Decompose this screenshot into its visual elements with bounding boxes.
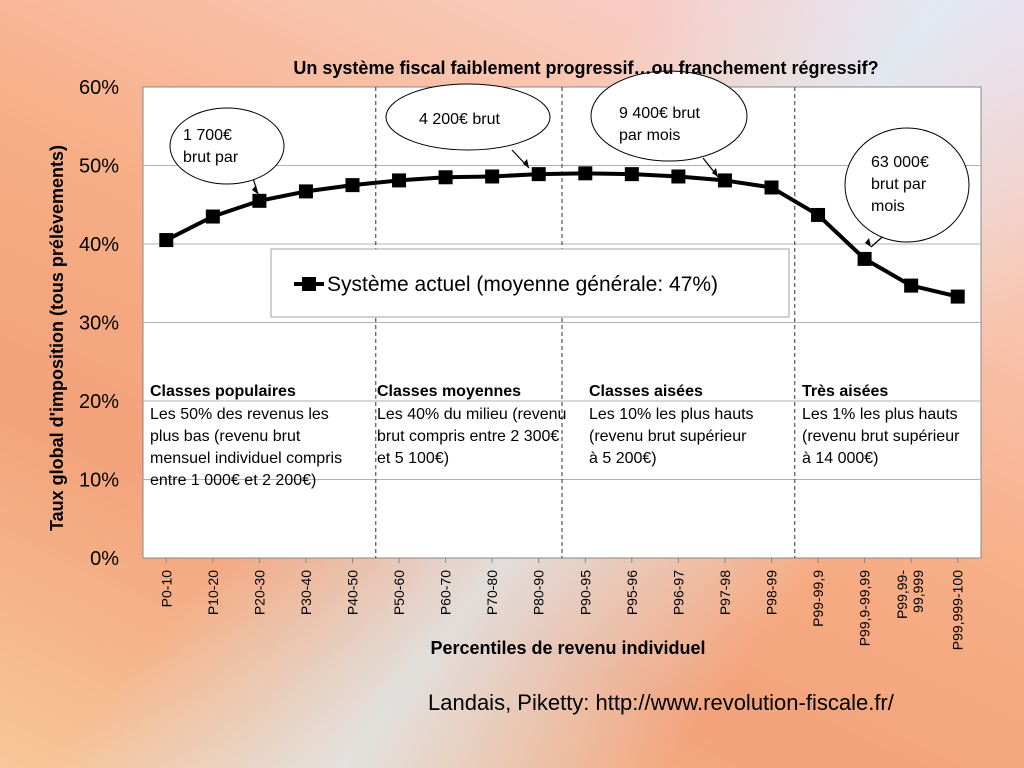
x-tick-label: P60-70 [438, 570, 454, 615]
legend-marker [302, 277, 316, 291]
callout: 4 200€ brut [385, 83, 551, 169]
x-tick-label: P97-98 [717, 570, 733, 615]
y-tick-label: 20% [79, 391, 119, 413]
x-tick-label: P99,99- 99,999 [894, 570, 926, 619]
x-tick-label: P10-20 [205, 570, 221, 615]
data-point [811, 207, 826, 222]
data-point [950, 289, 965, 304]
x-tick-label: P40-50 [345, 570, 361, 615]
x-tick-label: P30-40 [298, 570, 314, 615]
data-point [717, 173, 732, 188]
x-tick-label-text: P99,999-100 [950, 570, 966, 650]
data-point [485, 169, 500, 184]
x-tick-label: P50-60 [391, 570, 407, 615]
x-tick-label: P98-99 [764, 570, 780, 615]
data-point [531, 167, 546, 182]
y-tick-label: 0% [90, 548, 119, 570]
x-tick-label-text: P50-60 [391, 570, 407, 615]
y-tick-label: 10% [79, 470, 119, 492]
callout-arrowhead [523, 159, 529, 168]
x-tick-label-text: P97-98 [717, 570, 733, 615]
x-tick-label-text: P80-90 [531, 570, 547, 615]
data-point [298, 184, 313, 199]
x-tick-label-text: P0-10 [158, 570, 174, 608]
y-tick-label: 30% [79, 313, 119, 335]
data-point [671, 169, 686, 184]
callout-arrowhead [252, 185, 258, 194]
callout: 1 700€ brut par [169, 107, 285, 195]
group-title: Classes populaires [150, 383, 296, 400]
data-point [345, 178, 360, 193]
data-point [438, 170, 453, 185]
group-title: Classes aisées [589, 383, 703, 400]
source-citation: Landais, Piketty: http://www.revolution-… [428, 690, 894, 715]
callout-bubble [169, 107, 285, 185]
x-tick-label-text: P20-30 [251, 570, 267, 615]
callout-bubble [385, 83, 551, 151]
data-point [904, 278, 919, 293]
chart-title: Un système fiscal faiblement progressif…… [293, 58, 878, 78]
x-tick-label: P95-96 [624, 570, 640, 615]
x-tick-label: P99-99,9 [810, 570, 826, 627]
y-tick-label: 50% [79, 156, 119, 178]
x-tick-label-text: P99,9-99,99 [857, 570, 873, 646]
group-title: Très aisées [802, 383, 888, 400]
callout: 63 000€ brut par mois [844, 127, 970, 248]
x-tick-label-text: P10-20 [205, 570, 221, 615]
callout-text: 63 000€ brut par mois [871, 154, 929, 215]
x-tick-label: P0-10 [158, 570, 174, 608]
group-title: Classes moyennes [377, 383, 521, 400]
x-tick-label-text: P96-97 [670, 570, 686, 615]
y-axis-label: Taux global d'imposition (tous prélèveme… [47, 145, 67, 531]
callout-arrowhead [712, 168, 718, 177]
callout: 9 400€ brut par mois [590, 70, 748, 178]
callout-text: 4 200€ brut [419, 111, 501, 128]
group-description: Les 50% des revenus les plus bas (revenu … [150, 406, 342, 489]
y-tick-label: 40% [79, 234, 119, 256]
x-tick-label-text: P60-70 [438, 570, 454, 615]
x-tick-label-text: P98-99 [764, 570, 780, 615]
x-tick-label-line: 99,999 [910, 570, 926, 613]
x-tick-label-text: P90-95 [577, 570, 593, 615]
x-tick-label-text: P30-40 [298, 570, 314, 615]
data-point [205, 209, 220, 224]
data-point [857, 251, 872, 266]
x-tick-label-text: P70-80 [484, 570, 500, 615]
data-point [578, 166, 593, 181]
series-line [165, 171, 959, 299]
data-point [252, 193, 267, 208]
data-point [159, 233, 174, 248]
x-tick-label: P20-30 [251, 570, 267, 615]
legend-box [270, 248, 790, 318]
x-tick-label-text: P99-99,9 [810, 570, 826, 627]
group-description: Les 1% les plus hauts (revenu brut supéri… [802, 406, 960, 467]
callout-bubble [590, 70, 748, 162]
x-tick-label: P80-90 [531, 570, 547, 615]
x-tick-label: P96-97 [670, 570, 686, 615]
x-tick-label-text: P95-96 [624, 570, 640, 615]
callout-text: 1 700€ brut par [183, 127, 239, 166]
x-tick-label: P99,9-99,99 [857, 570, 873, 646]
x-axis-label: Percentiles de revenu individuel [430, 638, 705, 658]
x-tick-label: P70-80 [484, 570, 500, 615]
x-tick-label: P99,999-100 [950, 570, 966, 650]
callout-bubble [844, 127, 970, 243]
callout-arrowhead [865, 238, 871, 247]
group-description: Les 10% les plus hauts (revenu brut supér… [589, 406, 754, 467]
data-point [624, 167, 639, 182]
y-tick-label: 60% [79, 77, 119, 99]
x-tick-label-text: P40-50 [345, 570, 361, 615]
x-tick-label-line: P99,99- [894, 570, 910, 619]
legend-label: Système actuel (moyenne générale: 47%) [327, 273, 718, 296]
data-point [392, 173, 407, 188]
group-description: Les 40% du milieu (revenu brut compris en… [377, 406, 566, 467]
x-tick-label: P90-95 [577, 570, 593, 615]
data-point [764, 180, 779, 195]
callout-text: 9 400€ brut par mois [619, 105, 701, 144]
legend: Système actuel (moyenne générale: 47%) [270, 248, 790, 318]
